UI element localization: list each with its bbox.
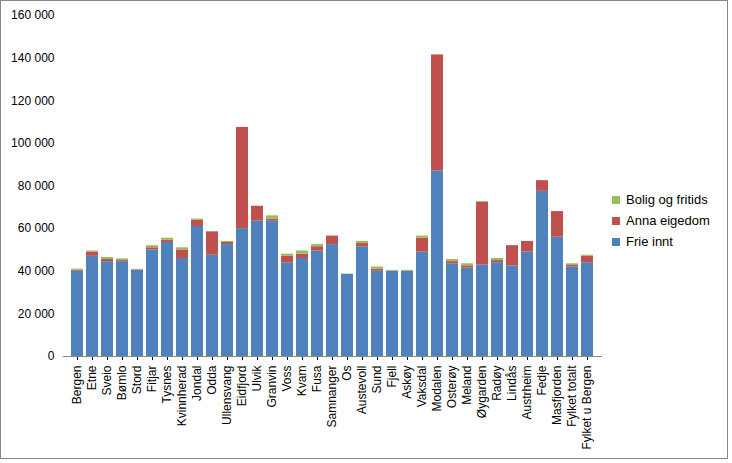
svg-text:Odda: Odda [205, 365, 219, 395]
svg-text:Fitjar: Fitjar [145, 366, 159, 393]
svg-text:160 000: 160 000 [11, 8, 55, 22]
svg-text:Fedje: Fedje [535, 365, 549, 395]
html-text:Anna eigedom: Anna eigedom [626, 213, 710, 228]
svg-text:80 000: 80 000 [18, 179, 55, 193]
svg-text:Ullensvang: Ullensvang [220, 366, 234, 425]
svg-text:Fylket totalt: Fylket totalt [565, 365, 579, 427]
svg-text:120 000: 120 000 [11, 94, 55, 108]
svg-text:Kvinnherad: Kvinnherad [175, 366, 189, 427]
svg-text:Lindås: Lindås [505, 366, 519, 401]
svg-text:Bergen: Bergen [70, 366, 84, 405]
svg-text:Askøy: Askøy [400, 366, 414, 399]
svg-text:Sveio: Sveio [100, 365, 114, 395]
svg-text:100 000: 100 000 [11, 136, 55, 150]
svg-text:Austevoll: Austevoll [355, 366, 369, 415]
svg-text:Samnanger: Samnanger [325, 366, 339, 428]
svg-text:Tysnes: Tysnes [160, 366, 174, 404]
svg-text:Modalen: Modalen [430, 366, 444, 412]
svg-text:Masfjorden: Masfjorden [550, 366, 564, 425]
svg-text:Granvin: Granvin [265, 366, 279, 408]
svg-text:20 000: 20 000 [18, 307, 55, 321]
svg-text:Vaksdal: Vaksdal [415, 366, 429, 408]
svg-text:60 000: 60 000 [18, 221, 55, 235]
svg-text:Fylket u Bergen: Fylket u Bergen [580, 366, 594, 450]
html-text:Bolig og fritids: Bolig og fritids [626, 192, 708, 207]
svg-text:Radøy: Radøy [490, 366, 504, 401]
svg-text:Osterøy: Osterøy [445, 366, 459, 409]
svg-text:Øygarden: Øygarden [475, 366, 489, 419]
svg-text:0: 0 [48, 349, 55, 363]
svg-text:Voss: Voss [280, 366, 294, 392]
svg-text:Jondal: Jondal [190, 366, 204, 401]
svg-text:Fusa: Fusa [310, 365, 324, 392]
svg-text:Stord: Stord [130, 366, 144, 395]
svg-text:Kvam: Kvam [295, 366, 309, 397]
svg-text:40 000: 40 000 [18, 264, 55, 278]
svg-text:Meland: Meland [460, 366, 474, 405]
svg-text:Sund: Sund [370, 366, 384, 394]
svg-text:Etne: Etne [85, 365, 99, 390]
svg-text:140 000: 140 000 [11, 51, 55, 65]
svg-text:Eidfjord: Eidfjord [235, 366, 249, 407]
svg-text:Fjell: Fjell [385, 366, 399, 388]
svg-text:Ulvik: Ulvik [250, 365, 264, 392]
svg-text:Austrheim: Austrheim [520, 366, 534, 420]
svg-text:Os: Os [340, 366, 354, 381]
svg-text:Bømlo: Bømlo [115, 365, 129, 400]
html-text:Frie innt: Frie innt [626, 234, 673, 249]
